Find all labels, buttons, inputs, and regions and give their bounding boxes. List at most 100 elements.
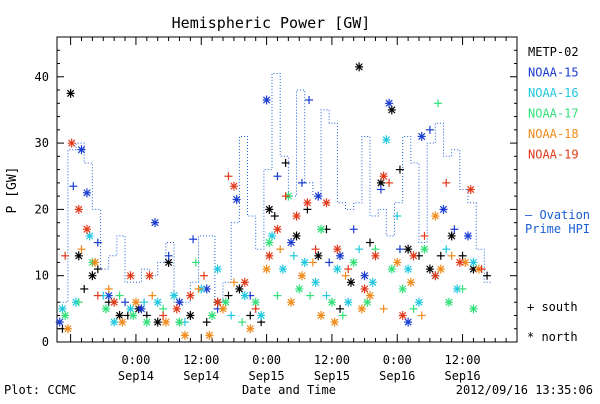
data-point bbox=[265, 238, 274, 248]
data-point bbox=[104, 291, 113, 301]
data-point bbox=[434, 99, 443, 108]
data-point bbox=[229, 181, 238, 191]
data-point bbox=[393, 257, 402, 267]
data-point bbox=[409, 304, 418, 313]
data-point bbox=[175, 317, 184, 327]
data-point bbox=[115, 291, 124, 300]
chart-title: Hemispheric Power [GW] bbox=[172, 14, 371, 32]
data-point bbox=[406, 277, 415, 287]
data-point bbox=[317, 224, 326, 234]
x-axis-label: Date and Time bbox=[242, 383, 336, 397]
marker-legend: + south * north bbox=[527, 300, 578, 344]
data-point bbox=[273, 172, 282, 181]
data-point bbox=[420, 244, 429, 254]
data-point bbox=[265, 204, 274, 214]
data-point bbox=[281, 192, 290, 201]
data-point bbox=[404, 264, 413, 274]
data-point bbox=[131, 297, 140, 307]
data-point bbox=[349, 257, 358, 267]
data-point bbox=[273, 291, 282, 300]
data-point bbox=[311, 245, 320, 254]
data-point bbox=[379, 304, 388, 313]
legend-entry: NOAA-19 bbox=[528, 148, 579, 162]
data-point bbox=[270, 212, 279, 221]
data-point bbox=[297, 178, 306, 187]
data-point bbox=[447, 251, 456, 260]
data-point bbox=[213, 297, 222, 307]
data-point bbox=[466, 185, 475, 194]
data-point bbox=[213, 264, 222, 274]
data-point bbox=[172, 304, 181, 314]
y-tick-label: 30 bbox=[35, 136, 49, 150]
data-point bbox=[431, 211, 440, 221]
data-point bbox=[110, 297, 119, 307]
data-point bbox=[297, 271, 306, 281]
data-point bbox=[314, 191, 323, 201]
data-point bbox=[325, 258, 334, 267]
data-point bbox=[235, 284, 244, 294]
data-point bbox=[219, 304, 228, 314]
data-point bbox=[458, 284, 467, 293]
data-point bbox=[317, 310, 326, 320]
data-point bbox=[368, 277, 377, 287]
data-point bbox=[150, 218, 159, 228]
data-point bbox=[387, 264, 396, 274]
data-point bbox=[447, 231, 456, 241]
x-tick-time-label: 0:00 bbox=[252, 353, 281, 367]
x-axis: 0:00 Sep14 12:00 Sep14 0:00 Sep15 12:00 Sep15 0:… bbox=[70, 37, 507, 383]
data-point bbox=[170, 291, 179, 301]
data-point bbox=[420, 231, 429, 240]
data-point bbox=[273, 224, 282, 234]
data-point bbox=[308, 258, 317, 267]
data-point bbox=[129, 310, 138, 320]
data-point bbox=[186, 310, 195, 320]
data-point bbox=[341, 271, 350, 280]
data-point bbox=[287, 297, 296, 307]
data-point bbox=[229, 278, 238, 287]
data-point bbox=[238, 318, 247, 327]
data-point bbox=[61, 251, 70, 260]
data-point bbox=[246, 324, 255, 334]
legend: METP-02 NOAA-15 NOAA-16 NOAA-17 NOAA-18 NOAA-… bbox=[528, 45, 579, 162]
data-point bbox=[444, 297, 453, 307]
data-point bbox=[417, 131, 426, 141]
data-point bbox=[69, 182, 78, 191]
data-point bbox=[322, 291, 331, 300]
plot-credit: Plot: CCMC bbox=[4, 383, 76, 397]
data-point bbox=[349, 225, 358, 234]
data-point bbox=[63, 324, 72, 334]
data-point bbox=[224, 291, 233, 300]
data-points bbox=[55, 62, 492, 340]
data-point bbox=[110, 317, 119, 327]
data-point bbox=[240, 277, 249, 287]
data-point bbox=[148, 291, 157, 300]
data-point bbox=[257, 310, 266, 320]
data-point bbox=[357, 304, 366, 314]
data-point bbox=[398, 284, 407, 294]
data-point bbox=[300, 257, 309, 267]
data-point bbox=[327, 297, 336, 307]
data-point bbox=[61, 310, 70, 320]
data-point bbox=[199, 271, 208, 280]
data-point bbox=[338, 311, 347, 320]
data-point bbox=[208, 310, 217, 320]
data-point bbox=[189, 235, 198, 244]
ovation-hpi-legend-label: Prime HPI bbox=[525, 222, 590, 236]
data-point bbox=[303, 198, 312, 208]
data-point bbox=[77, 245, 86, 254]
x-tick-date-label: Sep16 bbox=[379, 369, 415, 383]
data-point bbox=[91, 257, 100, 267]
data-point bbox=[415, 297, 424, 307]
marker-legend-entry: * north bbox=[527, 330, 578, 344]
legend-entry: NOAA-15 bbox=[528, 66, 579, 80]
data-point bbox=[306, 291, 315, 300]
data-point bbox=[371, 251, 380, 261]
data-point bbox=[314, 251, 323, 261]
data-point bbox=[240, 291, 249, 301]
data-point bbox=[140, 298, 149, 307]
data-point bbox=[295, 284, 304, 294]
data-point bbox=[74, 298, 83, 307]
data-point bbox=[436, 251, 445, 260]
